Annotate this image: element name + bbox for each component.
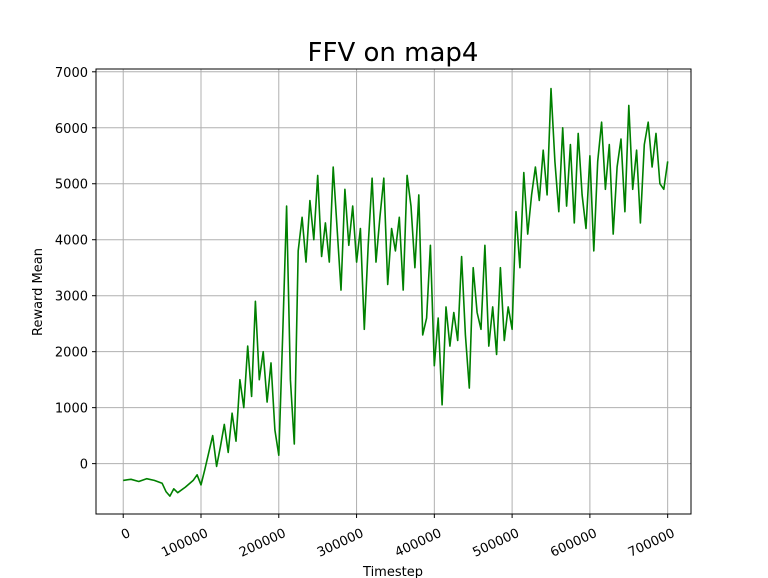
x-axis-ticks: 0 100000 200000 300000 400000 500000 600000 700… [119, 514, 677, 561]
y-tick-label: 1000 [55, 402, 88, 417]
y-tick-label: 0 [80, 458, 88, 473]
y-tick-label: 2000 [55, 346, 88, 361]
x-tick-label: 700000 [626, 526, 677, 561]
chart-title: FFV on map4 [308, 38, 479, 68]
x-axis-label: Timestep [362, 565, 423, 578]
series-layer [123, 87, 669, 497]
y-tick-label: 6000 [55, 122, 88, 137]
x-tick-label: 300000 [315, 526, 366, 561]
plot-frame [95, 68, 692, 515]
series-line-1 [123, 87, 669, 497]
x-tick-label: 600000 [548, 526, 599, 561]
y-axis-ticks: 0 1000 2000 3000 4000 5000 6000 7000 [55, 66, 96, 473]
y-tick-label: 4000 [55, 234, 88, 249]
y-tick-label: 5000 [55, 178, 88, 193]
x-tick-label: 200000 [237, 526, 288, 561]
x-tick-label: 100000 [159, 526, 210, 561]
y-tick-label: 7000 [55, 66, 88, 81]
y-tick-label: 3000 [55, 290, 88, 305]
x-tick-label: 400000 [393, 526, 444, 561]
x-tick-label: 500000 [470, 526, 521, 561]
y-axis-label: Reward Mean [31, 248, 46, 336]
x-tick-label: 0 [119, 526, 133, 543]
